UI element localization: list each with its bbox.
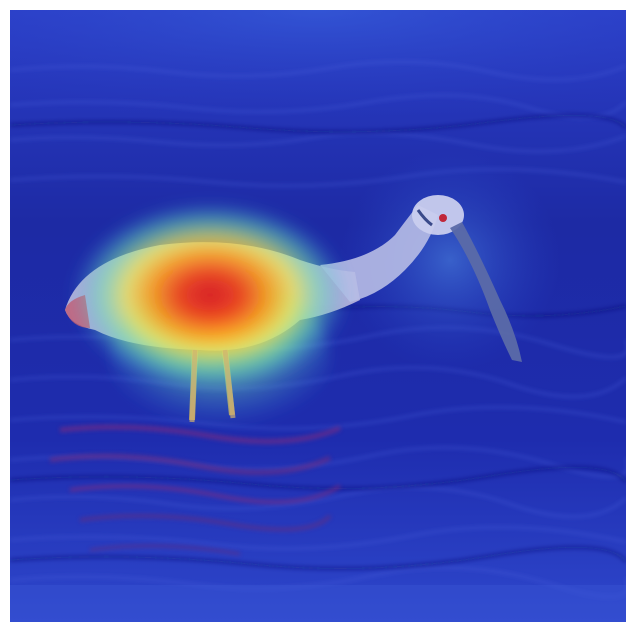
heatmap-figure [10, 10, 626, 622]
bottom-band [10, 585, 626, 622]
top-glow [10, 10, 626, 150]
bird-legs-overlay [189, 349, 236, 423]
heatmap-overlay-image [10, 10, 626, 622]
bird-reflection [49, 424, 342, 556]
heat-hotspot [70, 200, 350, 390]
